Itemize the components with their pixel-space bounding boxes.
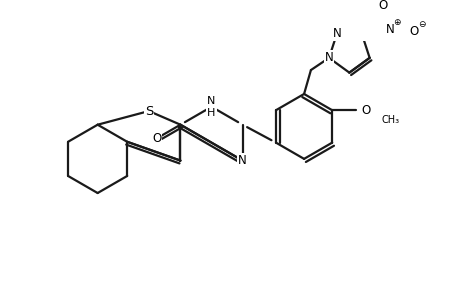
Text: N: N xyxy=(324,51,333,64)
Text: N: N xyxy=(238,154,246,167)
Text: CH₃: CH₃ xyxy=(381,116,399,125)
Text: ⊖: ⊖ xyxy=(417,20,425,29)
Text: N: N xyxy=(385,23,393,36)
Text: ⊕: ⊕ xyxy=(392,18,400,27)
Text: O: O xyxy=(152,132,161,145)
Text: O: O xyxy=(378,0,387,12)
Text: O: O xyxy=(409,25,418,38)
Text: S: S xyxy=(145,104,153,118)
Text: N: N xyxy=(332,28,341,40)
Text: O: O xyxy=(361,104,370,117)
Text: N
H: N H xyxy=(207,96,215,118)
